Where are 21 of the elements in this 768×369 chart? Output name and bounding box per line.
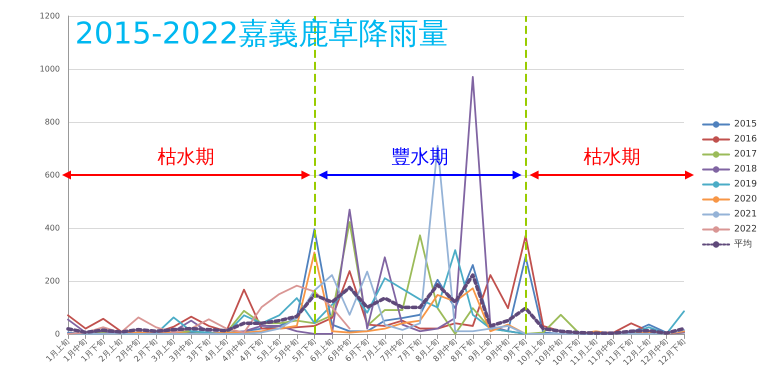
annotation: 枯水期	[158, 146, 215, 168]
legend-label: 2015	[734, 120, 757, 130]
y-tick-label: 600	[44, 170, 60, 180]
annotation: 豐水期	[392, 146, 448, 168]
legend-label: 2016	[734, 134, 758, 144]
y-tick-label: 800	[44, 117, 60, 126]
chart-title: 2015-2022嘉義鹿草降雨量	[75, 16, 449, 52]
y-tick-label: 0	[54, 329, 60, 338]
y-tick-label: 400	[44, 223, 60, 232]
annotation: 枯水期	[583, 146, 640, 168]
y-tick-label: 1000	[40, 64, 60, 74]
line-series	[67, 284, 350, 335]
legend-label: 2018	[734, 164, 758, 174]
legend-label: 平均	[734, 238, 752, 250]
legend-label: 2022	[734, 224, 757, 234]
legend-label: 2017	[734, 150, 757, 160]
y-tick-label: 200	[44, 276, 60, 286]
legend-label: 2020	[734, 194, 758, 204]
legend-label: 2021	[734, 210, 757, 220]
legend-label: 2019	[734, 180, 758, 190]
y-tick-label: 1200	[40, 12, 60, 20]
